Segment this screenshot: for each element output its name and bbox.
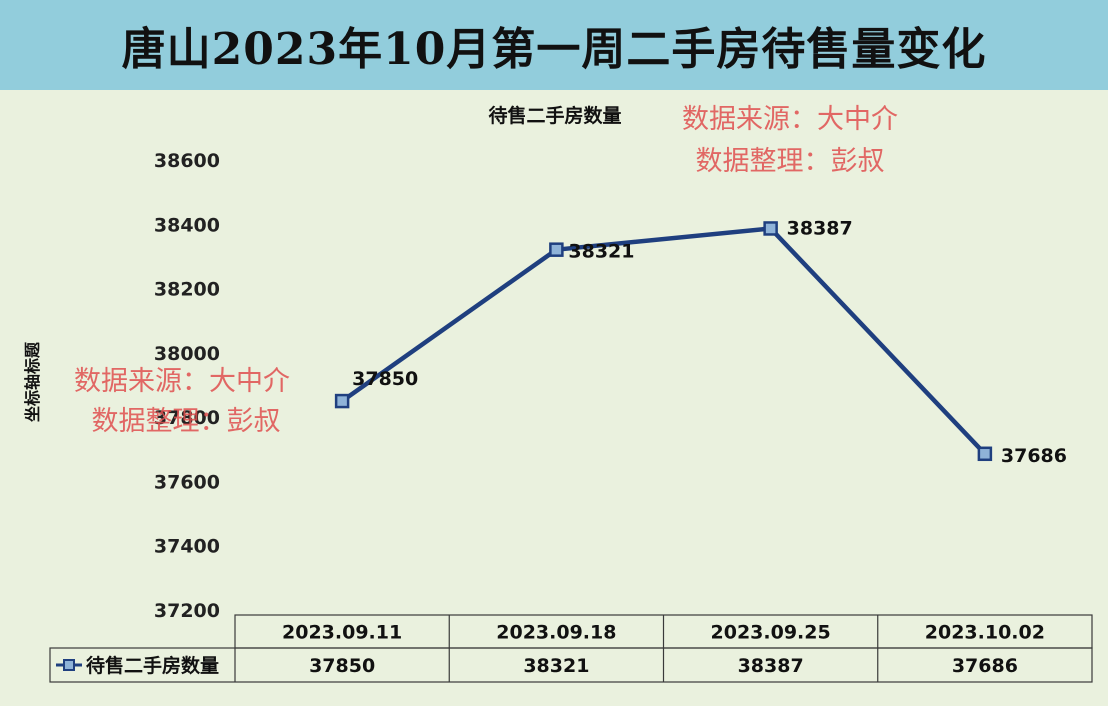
y-axis-ticks: 38600 38400 38200 38000 37800 37600 37400 37200 xyxy=(154,150,220,622)
x-category-label: 2023.09.18 xyxy=(496,622,616,644)
y-tick-label: 37200 xyxy=(154,600,220,622)
x-category-label: 2023.09.25 xyxy=(711,622,831,644)
chart-title: 待售二手房数量 xyxy=(488,104,621,127)
y-tick-label: 37600 xyxy=(154,471,220,493)
series-line xyxy=(340,226,987,456)
data-point-marker xyxy=(763,221,778,236)
series-markers xyxy=(334,221,993,462)
y-tick-label: 37800 xyxy=(154,407,220,429)
page-title: 唐山2023年10月第一周二手房待售量变化 xyxy=(121,24,987,75)
legend-series-name: 待售二手房数量 xyxy=(86,654,219,677)
watermark-top-line2: 数据整理：彭叔 xyxy=(696,146,885,177)
y-tick-label: 38200 xyxy=(154,279,220,301)
table-value-cell: 37850 xyxy=(309,655,375,677)
watermark-left-line2: 数据整理：彭叔 xyxy=(92,406,281,437)
data-label: 38321 xyxy=(568,241,634,263)
data-table: 2023.09.11 2023.09.18 2023.09.25 2023.10.02… xyxy=(49,614,1093,683)
y-axis-label: 坐标轴标题 xyxy=(23,341,42,422)
y-tick-label: 38000 xyxy=(154,343,220,365)
table-value-row xyxy=(49,647,1093,683)
data-label: 38387 xyxy=(787,217,853,239)
y-tick-label: 38400 xyxy=(154,214,220,236)
line-chart: 待售二手房数量 坐标轴标题 38600384003820038000378003… xyxy=(23,104,1093,683)
watermark-left-line1: 数据来源：大中介 xyxy=(74,366,290,397)
data-point-marker xyxy=(549,242,564,257)
y-tick-label: 38600 xyxy=(154,150,220,172)
data-label: 37686 xyxy=(1001,445,1067,467)
data-point-marker xyxy=(977,446,993,462)
x-category-label: 2023.10.02 xyxy=(925,622,1045,644)
watermark-left: 数据来源：大中介 数据整理：彭叔 xyxy=(74,366,290,437)
y-tick-label: 37400 xyxy=(154,536,220,558)
data-label: 37850 xyxy=(352,368,418,390)
data-point-marker xyxy=(334,393,350,409)
legend-marker-swatch xyxy=(63,659,75,671)
x-category-label: 2023.09.11 xyxy=(282,622,402,644)
watermark-top-line1: 数据来源：大中介 xyxy=(682,104,898,135)
table-value-cell: 38321 xyxy=(523,655,589,677)
title-bar: 唐山2023年10月第一周二手房待售量变化 xyxy=(0,0,1108,90)
data-labels: 37850 38321 38387 37686 xyxy=(352,217,1067,466)
watermark-top: 数据来源：大中介 数据整理：彭叔 xyxy=(682,104,898,177)
table-value-cell: 38387 xyxy=(738,655,804,677)
table-value-cell: 37686 xyxy=(952,655,1018,677)
